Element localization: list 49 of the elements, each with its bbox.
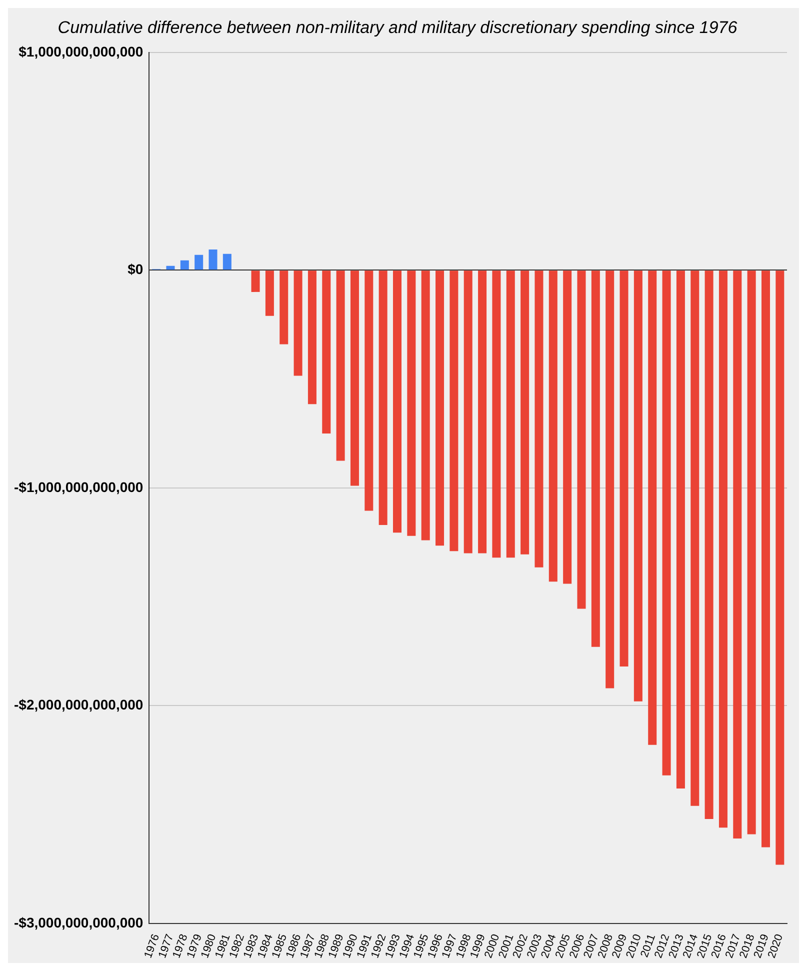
y-tick-label: -$2,000,000,000,000 (14, 696, 144, 713)
bar (676, 270, 685, 788)
bar (761, 270, 770, 848)
y-tick-label: $1,000,000,000,000 (18, 43, 144, 60)
bar (690, 270, 700, 806)
bar (577, 270, 586, 609)
bar (336, 270, 345, 461)
bar (718, 270, 728, 828)
bar (534, 270, 544, 568)
bar (662, 270, 671, 776)
bar (733, 270, 742, 839)
bar (194, 254, 204, 270)
bar (620, 270, 628, 667)
bar (350, 270, 359, 486)
bar (265, 270, 274, 316)
bar (591, 270, 600, 647)
bar (308, 270, 316, 404)
bar (563, 270, 572, 584)
bar (378, 270, 388, 525)
bar (704, 270, 714, 819)
bar (436, 270, 444, 546)
bar (407, 270, 416, 536)
bar (520, 270, 530, 554)
y-tick-label: $0 (128, 261, 144, 278)
bar (506, 270, 515, 558)
bar (478, 270, 487, 554)
bar (208, 249, 218, 270)
y-tick-label: -$3,000,000,000,000 (14, 914, 144, 930)
bar (364, 270, 374, 511)
bar (634, 270, 642, 702)
bar (492, 270, 501, 558)
bar (747, 270, 756, 834)
chart-title: Cumulative difference between non-military and military discretionary spending since 1976 (58, 18, 738, 37)
bar (166, 266, 175, 270)
bar (322, 270, 331, 434)
bar (280, 270, 288, 344)
bar (393, 270, 402, 533)
bar (548, 270, 558, 582)
bar (648, 270, 657, 745)
bar (606, 270, 614, 688)
bar (421, 270, 430, 540)
bar (251, 270, 260, 292)
bar (464, 270, 472, 554)
y-tick-label: -$1,000,000,000,000 (14, 478, 144, 495)
bar (450, 270, 458, 552)
bar (776, 270, 784, 865)
bar (294, 270, 302, 376)
bar (180, 260, 189, 270)
bar (222, 254, 232, 270)
